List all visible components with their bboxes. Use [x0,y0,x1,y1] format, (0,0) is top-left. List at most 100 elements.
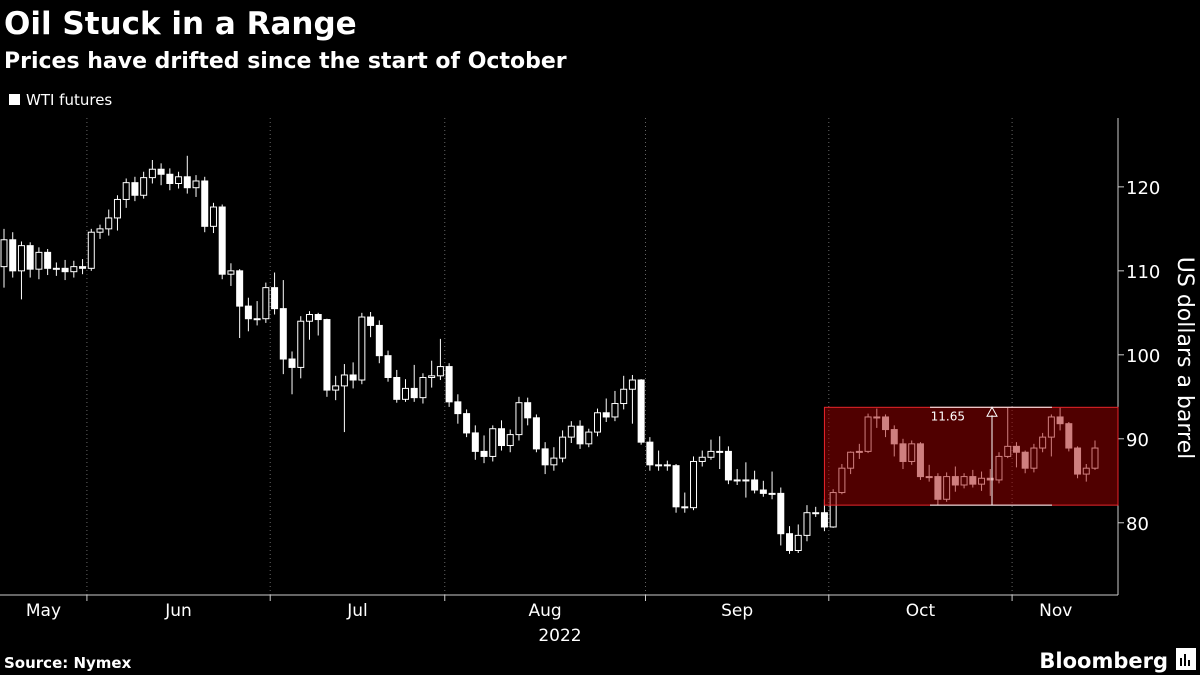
candle-body [419,376,427,399]
candle-body [602,412,610,418]
candle-body [96,228,104,233]
legend-label: WTI futures [26,91,112,109]
candle-body [803,512,811,536]
candle-body [236,270,244,307]
candle-body [541,448,549,466]
candle-body [768,492,776,495]
candle-body [559,436,567,459]
candle-body [87,231,95,269]
x-tick-label: Aug [529,601,562,621]
candle-body [61,267,69,273]
candle-body [35,251,43,270]
candle-body [454,401,462,415]
candle-body [733,479,741,482]
candle-body [183,176,191,189]
x-tick-label: May [26,601,61,621]
candle-body [113,198,121,219]
candle-body [297,320,305,368]
candle-body [567,425,575,438]
candle-body [314,314,322,321]
chart-subtitle: Prices have drifted since the start of O… [4,49,567,74]
candle-body [445,366,453,403]
x-axis-year: 2022 [538,626,581,646]
candle-body [611,403,619,418]
candle-body [52,267,60,270]
candle-body [786,533,794,551]
candle-body [349,374,357,381]
candle-body [166,173,174,185]
candle-body [681,506,689,509]
candle-body [585,431,593,445]
candle-body [698,456,706,462]
candle-body [26,245,34,270]
candle-body [637,379,645,443]
candle-body [751,479,759,491]
candle-body [497,428,505,447]
candle-body [262,287,270,320]
x-tick-label: Jun [164,601,192,621]
candle-body [820,512,828,528]
candle-body [646,441,654,466]
candle-body [716,450,724,453]
range-label: 11.65 [931,409,965,423]
candle-body [794,534,802,551]
candle-body [209,206,217,227]
candle-body [9,239,17,272]
x-tick-label: Nov [1039,601,1072,621]
x-tick-label: Oct [906,601,936,621]
candle-body [201,180,209,227]
y-tick-label: 100 [1126,346,1160,367]
candle-body [515,402,523,436]
candle-body [532,417,540,450]
candle-body [288,358,296,368]
candle-body [131,182,139,196]
range-arrow-head [986,406,998,417]
y-axis-label: US dollars a barrel [1172,257,1197,459]
y-tick-label: 90 [1126,430,1149,451]
candle-body [436,366,444,377]
x-tick-label: Sep [721,601,753,621]
y-tick-label: 120 [1126,178,1160,199]
candle-body [157,168,165,175]
candle-body [384,355,392,378]
candle-body [148,168,156,179]
candle-body [777,492,785,535]
source: Source: Nymex [4,654,132,672]
candle-body [759,489,767,494]
candle-body [340,374,348,387]
candle-body [175,176,183,185]
candle-body [358,316,366,381]
candle-body [367,316,375,326]
chart-title: Oil Stuck in a Range [4,6,357,42]
candle-body [323,319,331,391]
candle-body [628,379,636,390]
candle-body [393,376,401,400]
range-box [823,406,1119,506]
candle-body [17,245,25,272]
candle-body [332,385,340,391]
candle-body [672,465,680,508]
candle-body [524,402,532,419]
candle-body [122,182,130,200]
candle-body [70,266,78,273]
candle-body [463,413,471,434]
candle-body [506,434,514,447]
candle-body [620,388,628,405]
candle-body [244,305,252,320]
candle-body [79,266,87,269]
candle-body [253,318,261,321]
candle-body [375,324,383,357]
x-tick-label: Jul [346,601,368,621]
candle-body [279,308,287,360]
candle-body [192,180,200,189]
candle-body [410,387,418,399]
candle-body [271,287,279,310]
candle-body [105,217,113,230]
candle-body [724,450,732,481]
candle-body [471,432,479,452]
candle-body [489,428,497,457]
candle-body [0,239,8,268]
candle-body [428,375,436,378]
candle-body [480,450,488,457]
